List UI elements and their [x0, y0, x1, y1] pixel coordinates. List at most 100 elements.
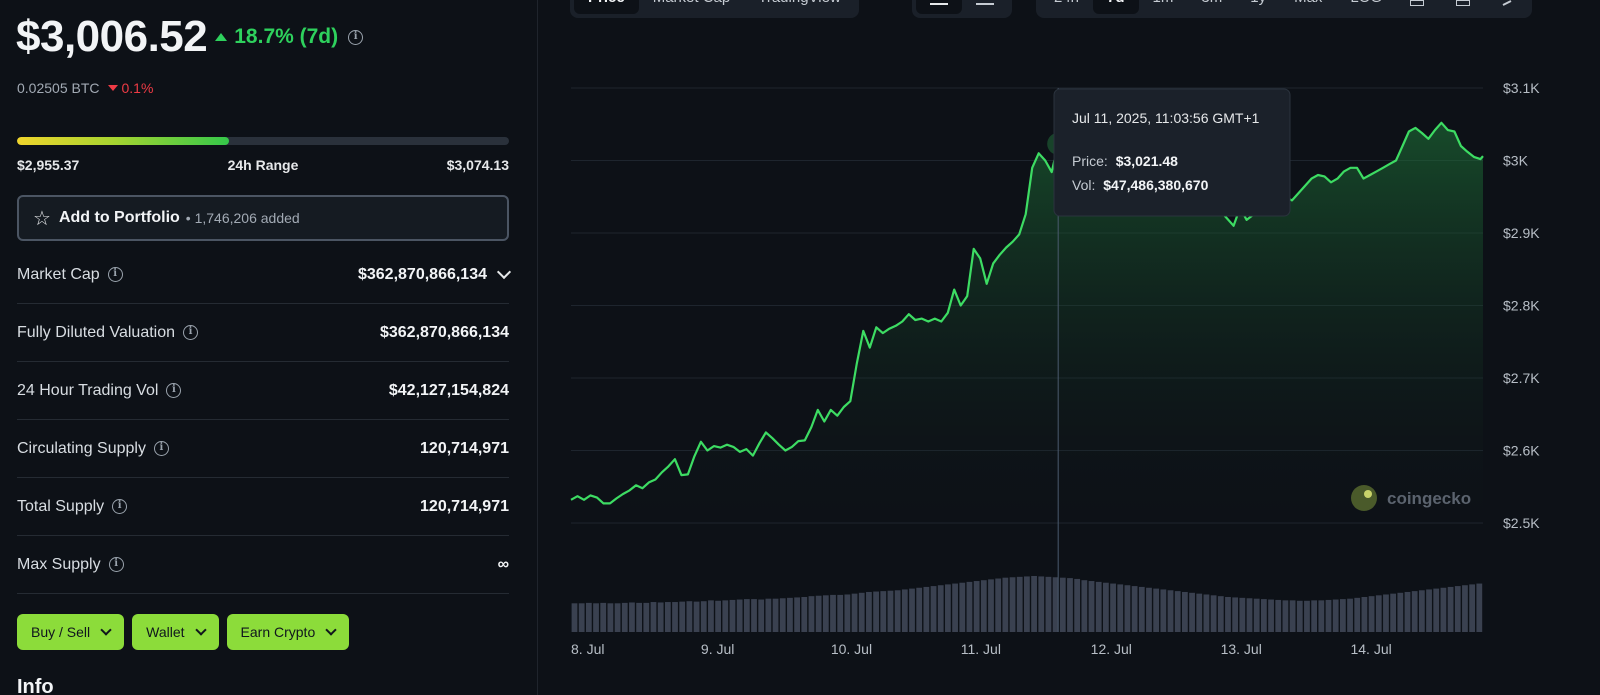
volume-bar — [909, 588, 915, 632]
info-icon[interactable]: i — [166, 383, 182, 398]
tab-tradingview[interactable]: TradingView — [744, 0, 855, 14]
y-tick-label: $2.9K — [1503, 225, 1540, 241]
volume-bar — [1354, 597, 1361, 632]
volume-bar — [1189, 592, 1195, 632]
y-tick-label: $2.8K — [1503, 298, 1540, 314]
candle-chart-icon — [976, 3, 994, 5]
tab-fullscreen-icon[interactable] — [1488, 0, 1528, 14]
x-tick-label: 10. Jul — [831, 641, 872, 657]
fullscreen-icon — [1502, 0, 1512, 6]
volume-bar — [1383, 594, 1389, 632]
coin-overview-panel: $3,006.52 18.7% (7d) i 0.02505 BTC 0.1% … — [0, 0, 538, 695]
stat-value: $362,870,866,134 — [379, 323, 509, 341]
volume-bar — [743, 599, 750, 632]
volume-bar — [801, 597, 808, 632]
volume-bar — [1067, 578, 1073, 632]
wallet-label: Wallet — [146, 624, 185, 640]
stat-label: Max Supply — [17, 555, 101, 573]
volume-bar — [1418, 590, 1425, 632]
volume-bar — [966, 581, 973, 632]
volume-bars — [571, 576, 1483, 632]
tab-range-max[interactable]: Max — [1280, 0, 1336, 14]
chart-type-tabs: Price Market Cap TradingView — [570, 0, 859, 18]
chevron-down-icon[interactable] — [496, 264, 512, 279]
coingecko-logo-icon — [1351, 485, 1377, 511]
info-icon[interactable]: i — [107, 267, 123, 282]
info-icon[interactable]: i — [348, 29, 364, 45]
volume-bar — [973, 581, 980, 632]
volume-bar — [830, 594, 836, 632]
volume-bar — [643, 602, 650, 632]
stat-value: ∞ — [497, 555, 509, 573]
volume-bar — [858, 592, 865, 632]
tab-range-1y[interactable]: 1y — [1236, 0, 1280, 14]
tooltip-price-label: Price: — [1072, 153, 1108, 169]
info-icon[interactable]: i — [108, 557, 124, 572]
volume-bar — [1454, 586, 1461, 632]
buy-sell-button[interactable]: Buy / Sell — [17, 614, 125, 650]
price-area — [571, 122, 1483, 524]
volume-bar — [700, 601, 707, 632]
volume-bar — [901, 589, 908, 632]
volume-bar — [1296, 600, 1303, 632]
tab-range-log[interactable]: LOG — [1336, 0, 1396, 14]
volume-bar — [1390, 593, 1397, 632]
tab-range-24h[interactable]: 24h — [1040, 0, 1093, 14]
add-to-portfolio-button[interactable]: ☆ Add to Portfolio • 1,746,206 added — [17, 195, 509, 241]
stat-value: 120,714,971 — [420, 439, 509, 457]
volume-bar — [887, 590, 894, 632]
volume-bar — [1203, 594, 1210, 632]
volume-bar — [1196, 593, 1203, 632]
volume-bar — [1160, 589, 1167, 632]
tab-price[interactable]: Price — [574, 0, 639, 14]
earn-crypto-button[interactable]: Earn Crypto — [226, 614, 350, 650]
tab-range-7d[interactable]: 7d — [1093, 0, 1139, 14]
y-tick-label: $2.7K — [1503, 370, 1540, 386]
chart-range-tabs: 24h 7d 1m 3m 1y Max LOG — [1036, 0, 1533, 18]
volume-bar — [1361, 597, 1368, 632]
tab-market-cap[interactable]: Market Cap — [639, 0, 745, 14]
tab-line-chart-icon[interactable] — [916, 0, 962, 14]
stat-value: $362,870,866,134 — [357, 265, 487, 283]
btc-price-row: 0.02505 BTC 0.1% — [17, 80, 153, 96]
info-icon[interactable]: i — [112, 499, 128, 514]
x-tick-label: 12. Jul — [1091, 641, 1132, 657]
price-chart[interactable]: $2.5K $2.6K $2.7K $2.8K $2.9K $3K $3.1K 8. Jul… — [540, 0, 1600, 695]
volume-bar — [1260, 599, 1267, 632]
volume-bar — [1232, 597, 1239, 632]
chevron-down-icon — [325, 624, 337, 636]
tab-candle-chart-icon[interactable] — [962, 0, 1008, 14]
tooltip-box — [1053, 88, 1291, 217]
volume-bar — [1275, 599, 1282, 632]
info-icon[interactable]: i — [183, 325, 199, 340]
stat-total-supply: Total Supply i 120,714,971 — [17, 478, 509, 536]
volume-bar — [1239, 597, 1246, 632]
tooltip-price-row: Price: $3,021.48 — [1072, 153, 1178, 169]
wallet-button[interactable]: Wallet — [132, 614, 219, 650]
volume-bar — [866, 591, 872, 632]
stat-label: Circulating Supply — [17, 439, 146, 457]
tab-range-3m[interactable]: 3m — [1187, 0, 1236, 14]
volume-bar — [1174, 591, 1181, 632]
volume-bar — [1124, 585, 1131, 632]
tab-range-1m[interactable]: 1m — [1139, 0, 1188, 14]
volume-bar — [1045, 576, 1052, 632]
volume-bar — [1304, 600, 1310, 632]
volume-bar — [1146, 587, 1152, 632]
volume-bar — [1088, 581, 1095, 632]
volume-bar — [1074, 578, 1081, 632]
range-low: $2,955.37 — [17, 157, 80, 173]
info-icon[interactable]: i — [153, 441, 169, 456]
volume-bar — [593, 603, 599, 632]
volume-bar — [657, 602, 664, 632]
range-labels: $2,955.37 24h Range $3,074.13 — [17, 157, 509, 173]
action-buttons: Buy / Sell Wallet Earn Crypto — [17, 614, 350, 650]
volume-bar — [1117, 584, 1124, 632]
btc-price: 0.02505 BTC — [17, 80, 100, 96]
volume-bar — [693, 601, 700, 632]
range-bar — [17, 137, 509, 145]
volume-bar — [1052, 577, 1059, 632]
volume-bar — [1462, 585, 1468, 632]
volume-bar — [923, 586, 930, 632]
volume-bar — [1339, 599, 1346, 632]
